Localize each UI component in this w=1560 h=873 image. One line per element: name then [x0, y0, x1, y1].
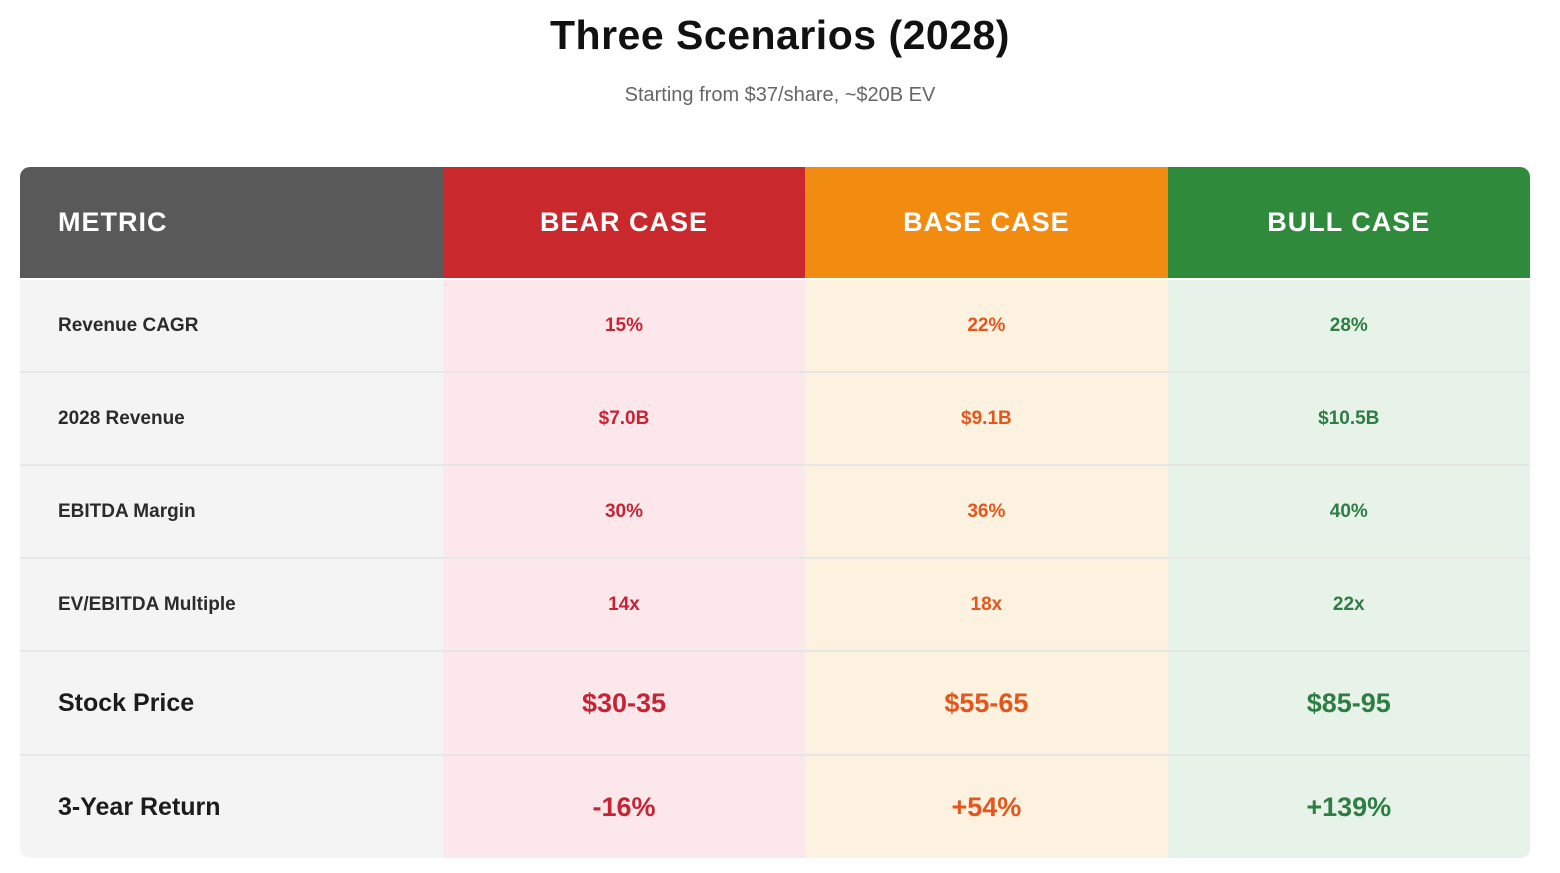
bull-value-stock-price: $85-95 — [1167, 652, 1530, 754]
bull-value-ebitda-margin: 40% — [1167, 466, 1530, 557]
metric-label-revenue-cagr: Revenue CAGR — [20, 280, 443, 371]
bear-value-ebitda-margin: 30% — [442, 466, 806, 557]
bull-value-ev-ebitda-multiple: 22x — [1167, 559, 1530, 650]
table-row-ebitda-margin: EBITDA Margin 30% 36% 40% — [20, 464, 1530, 557]
column-header-bear-case: BEAR CASE — [442, 167, 806, 278]
bear-value-revenue-cagr: 15% — [442, 280, 806, 371]
column-header-base-case: BASE CASE — [805, 167, 1168, 278]
column-header-metric: METRIC — [20, 167, 443, 278]
table-row-stock-price: Stock Price $30-35 $55-65 $85-95 — [20, 650, 1530, 754]
bear-value-3-year-return: -16% — [442, 756, 806, 858]
table-row-ev-ebitda-multiple: EV/EBITDA Multiple 14x 18x 22x — [20, 557, 1530, 650]
bull-value-revenue-cagr: 28% — [1167, 280, 1530, 371]
page-title: Three Scenarios (2028) — [550, 12, 1010, 58]
base-value-ev-ebitda-multiple: 18x — [805, 559, 1168, 650]
bear-value-ev-ebitda-multiple: 14x — [442, 559, 806, 650]
metric-label-3-year-return: 3-Year Return — [20, 756, 443, 858]
column-header-bull-case: BULL CASE — [1167, 167, 1530, 278]
base-value-3-year-return: +54% — [805, 756, 1168, 858]
scenario-table: METRIC BEAR CASE BASE CASE BULL CASE Rev… — [20, 167, 1530, 858]
header-block: Three Scenarios (2028) Starting from $37… — [0, 0, 1560, 107]
metric-label-stock-price: Stock Price — [20, 652, 443, 754]
table-row-2028-revenue: 2028 Revenue $7.0B $9.1B $10.5B — [20, 371, 1530, 464]
base-value-2028-revenue: $9.1B — [805, 373, 1168, 464]
metric-label-ev-ebitda-multiple: EV/EBITDA Multiple — [20, 559, 443, 650]
bull-value-2028-revenue: $10.5B — [1167, 373, 1530, 464]
bull-value-3-year-return: +139% — [1167, 756, 1530, 858]
base-value-revenue-cagr: 22% — [805, 280, 1168, 371]
table-row-3-year-return: 3-Year Return -16% +54% +139% — [20, 754, 1530, 858]
table-header-row: METRIC BEAR CASE BASE CASE BULL CASE — [20, 167, 1530, 278]
bear-value-stock-price: $30-35 — [442, 652, 806, 754]
base-value-stock-price: $55-65 — [805, 652, 1168, 754]
bear-value-2028-revenue: $7.0B — [442, 373, 806, 464]
metric-label-ebitda-margin: EBITDA Margin — [20, 466, 443, 557]
table-row-revenue-cagr: Revenue CAGR 15% 22% 28% — [20, 278, 1530, 371]
page-subtitle: Starting from $37/share, ~$20B EV — [624, 84, 936, 106]
base-value-ebitda-margin: 36% — [805, 466, 1168, 557]
metric-label-2028-revenue: 2028 Revenue — [20, 373, 443, 464]
